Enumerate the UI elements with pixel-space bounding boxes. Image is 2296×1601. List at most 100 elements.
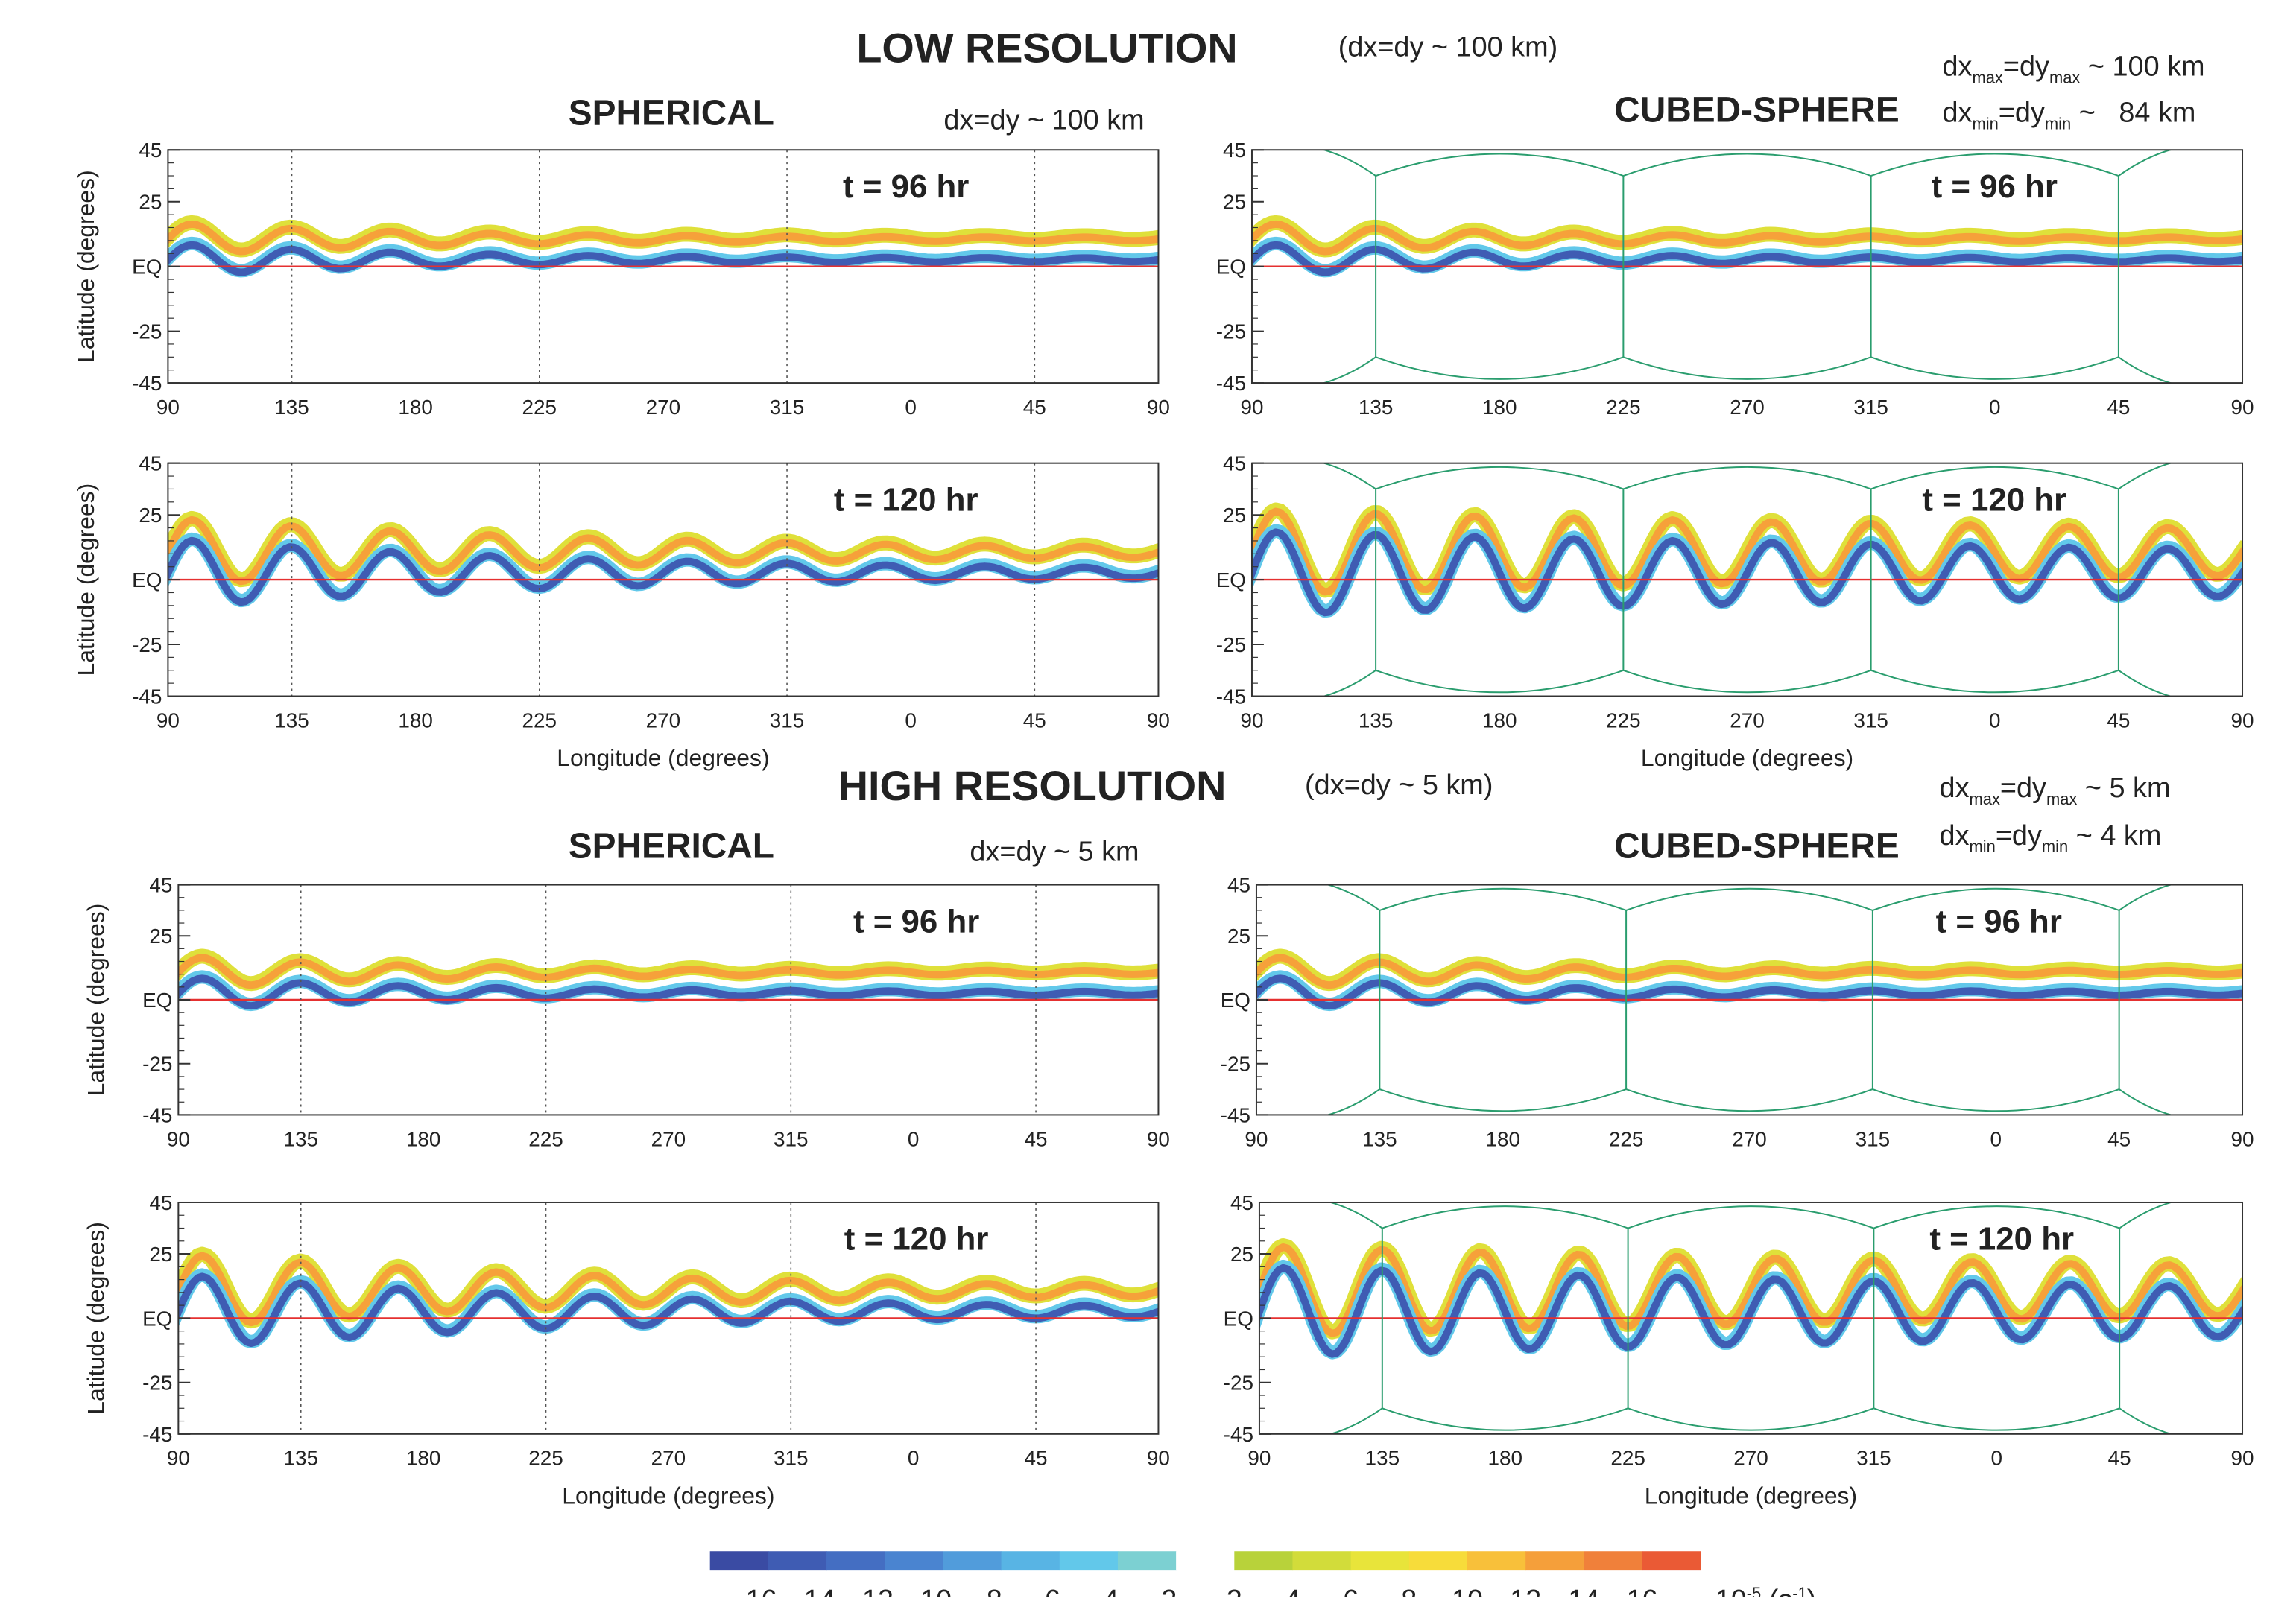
y-tick-label: 45 xyxy=(149,1191,172,1214)
text-part: ) xyxy=(1807,1585,1817,1597)
text-part: =dy xyxy=(2003,51,2049,83)
x-tick-label: 315 xyxy=(770,708,805,732)
y-tick-label: -45 xyxy=(132,372,162,395)
x-tick-label: 0 xyxy=(1990,1127,2002,1150)
colorbar-swatch xyxy=(1059,1551,1119,1571)
y-tick-label: 45 xyxy=(1223,452,1246,475)
x-tick-label: 90 xyxy=(1240,708,1263,732)
vorticity-band xyxy=(1251,528,2243,617)
y-tick-label: -25 xyxy=(142,1053,172,1076)
x-axis-label: Longitude (degrees) xyxy=(1641,744,1853,771)
section-title: HIGH RESOLUTION xyxy=(838,762,1227,809)
cube-edge xyxy=(2118,356,2243,384)
x-tick-label: 225 xyxy=(1609,1127,1644,1150)
cube-edge xyxy=(1251,463,1376,490)
y-tick-label: 25 xyxy=(149,925,172,948)
x-tick-label: 135 xyxy=(1359,396,1394,419)
cube-edge xyxy=(1873,1407,2120,1431)
colorbar-swatch xyxy=(1525,1551,1584,1571)
x-tick-label: 90 xyxy=(1245,1127,1268,1150)
y-tick-label: 25 xyxy=(149,1243,172,1266)
y-axis-label: Latitude (degrees) xyxy=(83,1222,110,1415)
text-part: 10 xyxy=(1715,1585,1747,1597)
cube-edge xyxy=(2118,150,2243,177)
panel-field xyxy=(1256,884,2243,1115)
y-tick-label: -25 xyxy=(1221,1053,1250,1076)
colorbar-swatch xyxy=(885,1551,944,1571)
y-tick-label: 45 xyxy=(139,139,162,162)
x-tick-label: 180 xyxy=(406,1127,441,1150)
y-axis-label: Latitude (degrees) xyxy=(72,170,99,363)
cube-edge xyxy=(1628,1407,1874,1431)
panel-title: t = 96 hr xyxy=(853,903,979,939)
x-tick-label: 270 xyxy=(1730,396,1765,419)
y-tick-label: -25 xyxy=(1224,1372,1253,1395)
cube-edge xyxy=(1375,466,1624,490)
cube-edge xyxy=(1623,153,1871,177)
x-tick-label: 90 xyxy=(167,1127,190,1150)
x-tick-label: 315 xyxy=(770,396,805,419)
x-tick-label: 315 xyxy=(774,1127,809,1150)
cube-edge xyxy=(2118,463,2243,490)
x-tick-label: 45 xyxy=(2108,1447,2131,1470)
cube-edge xyxy=(1259,1407,1383,1434)
y-tick-label: -25 xyxy=(1216,633,1246,656)
x-tick-label: 180 xyxy=(406,1447,441,1470)
text-part: ~ 4 km xyxy=(2068,820,2161,852)
x-tick-label: 270 xyxy=(646,708,681,732)
cube-edge xyxy=(1259,1202,1383,1229)
x-tick-label: 45 xyxy=(1023,396,1046,419)
x-tick-label: 45 xyxy=(2107,396,2130,419)
y-tick-label: 25 xyxy=(1223,191,1246,214)
cube-edge xyxy=(1251,150,1376,177)
y-tick-label: EQ xyxy=(132,568,162,592)
cubed-label: CUBED-SPHERE xyxy=(1614,827,1900,866)
text-part: ~ 5 km xyxy=(2077,773,2170,804)
x-tick-label: 135 xyxy=(1362,1127,1397,1150)
cube-edge xyxy=(2119,1202,2243,1229)
colorbar-label: -6 xyxy=(1035,1585,1060,1597)
y-tick-label: -45 xyxy=(132,685,162,708)
y-tick-label: -45 xyxy=(142,1423,172,1446)
colorbar-unit: 10-5 (s-1) xyxy=(1715,1584,1817,1597)
x-tick-label: 90 xyxy=(1247,1447,1271,1470)
y-tick-label: -25 xyxy=(1216,320,1246,343)
x-tick-label: 90 xyxy=(156,396,180,419)
colorbar-swatch xyxy=(943,1551,1002,1571)
cube-edge xyxy=(1625,1088,1873,1112)
spherical-label: SPHERICAL xyxy=(569,93,774,133)
panel-field xyxy=(168,463,1159,697)
panel-title: t = 96 hr xyxy=(1932,168,2058,205)
x-tick-label: 135 xyxy=(283,1127,318,1150)
colorbar-swatch xyxy=(826,1551,885,1571)
cube-edge xyxy=(1382,1205,1628,1229)
y-tick-label: -45 xyxy=(142,1103,172,1126)
x-axis-label: Longitude (degrees) xyxy=(562,1482,774,1509)
x-tick-label: 225 xyxy=(528,1447,563,1470)
x-tick-label: 135 xyxy=(283,1447,318,1470)
text-part: ~ 100 km xyxy=(2080,51,2204,83)
cubed-label: CUBED-SPHERE xyxy=(1614,90,1900,130)
vorticity-band xyxy=(1251,507,2243,596)
cube-edge xyxy=(1870,153,2119,177)
colorbar-swatch xyxy=(709,1551,769,1571)
x-tick-label: 90 xyxy=(1147,1447,1170,1470)
y-axis-label: Latitude (degrees) xyxy=(83,904,110,1097)
vorticity-band xyxy=(1256,954,2243,989)
x-tick-label: 315 xyxy=(1853,708,1888,732)
x-tick-label: 90 xyxy=(1147,1127,1170,1150)
panel-title: t = 120 hr xyxy=(1929,1221,2074,1258)
cube-edge xyxy=(1251,356,1376,384)
x-tick-label: 225 xyxy=(1606,396,1641,419)
y-tick-label: 25 xyxy=(1223,504,1246,527)
text-part: =dy xyxy=(1999,97,2045,128)
text-part: dx xyxy=(1940,820,1970,852)
text-part: ~ 84 km xyxy=(2071,97,2195,128)
panel-title: t = 96 hr xyxy=(1936,903,2062,939)
cube-edge xyxy=(1375,153,1624,177)
text-part: -1 xyxy=(1792,1584,1806,1597)
x-tick-label: 45 xyxy=(1025,1447,1048,1470)
y-tick-label: EQ xyxy=(1216,256,1246,279)
y-tick-label: 45 xyxy=(139,452,162,475)
colorbar-label: -4 xyxy=(1093,1585,1119,1597)
